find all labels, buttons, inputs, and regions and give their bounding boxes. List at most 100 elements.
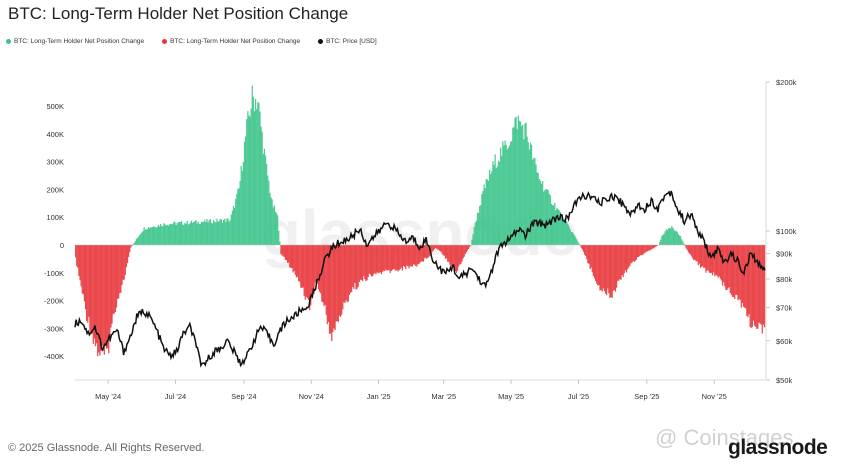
net-position-bar: [726, 245, 728, 290]
net-position-bar: [374, 245, 376, 274]
net-position-bar: [744, 245, 746, 308]
net-position-bar: [197, 221, 199, 245]
net-position-bar: [160, 224, 162, 245]
net-position-bar: [166, 224, 168, 245]
net-position-bar: [256, 109, 258, 246]
net-position-bar: [453, 245, 455, 272]
net-position-bar: [113, 245, 115, 314]
net-position-bar: [697, 245, 699, 266]
net-position-bar: [608, 245, 610, 294]
net-position-bar: [331, 245, 333, 341]
net-position-bar: [562, 221, 565, 245]
net-position-bar: [544, 190, 546, 245]
net-position-bar: [522, 124, 524, 245]
left-axis-tick-label: -100K: [44, 269, 64, 278]
net-position-bar: [84, 245, 87, 310]
net-position-bar: [130, 245, 132, 248]
x-axis-ticks: May '24 Jul '24 Sep '24 Nov '24 Jan '25 Mar '…: [95, 380, 727, 401]
net-position-bar: [158, 226, 161, 245]
legend-item-positive[interactable]: BTC: Long-Term Holder Net Position Chang…: [6, 38, 144, 45]
net-position-bar: [713, 245, 715, 273]
net-position-bar: [521, 126, 523, 245]
net-position-bar: [94, 245, 97, 347]
net-position-bar: [278, 230, 280, 245]
net-position-bar: [547, 190, 549, 245]
net-position-bar: [585, 245, 587, 257]
net-position-bar: [415, 245, 417, 266]
net-position-bar: [349, 245, 352, 293]
net-position-bar: [325, 245, 327, 315]
net-position-bar: [572, 234, 575, 245]
right-axis-tick-label: $50k: [776, 376, 793, 385]
net-position-bar: [225, 222, 227, 245]
net-position-bar: [247, 111, 249, 245]
net-position-bar: [667, 228, 670, 245]
net-position-bar: [524, 123, 526, 245]
net-position-bar: [575, 237, 577, 245]
legend-item-price[interactable]: BTC: Price [USD]: [318, 38, 377, 45]
net-position-bar: [302, 245, 304, 288]
net-position-bar: [347, 245, 349, 302]
legend-item-negative[interactable]: BTC: Long-Term Holder Net Position Chang…: [162, 38, 300, 45]
net-position-bar: [448, 245, 450, 262]
net-position-bar: [559, 212, 561, 245]
net-position-bar: [193, 221, 195, 245]
net-position-bar: [443, 245, 445, 256]
net-position-bar: [91, 245, 93, 332]
net-position-bar: [337, 245, 339, 322]
net-position-bar: [370, 245, 373, 277]
net-position-bar: [294, 245, 296, 275]
net-position-bar: [125, 245, 128, 268]
right-axis-tick-label: $200k: [776, 78, 797, 87]
net-position-bar: [411, 245, 413, 267]
net-position-bar: [233, 208, 236, 245]
net-position-bar: [421, 245, 423, 262]
net-position-bar: [284, 245, 287, 260]
net-position-bar: [730, 245, 733, 295]
net-position-bar: [401, 245, 404, 271]
net-position-bar: [665, 229, 667, 245]
net-position-bar: [210, 223, 213, 245]
net-position-bar: [720, 245, 723, 281]
net-position-bar: [493, 164, 495, 245]
net-position-bar: [388, 245, 390, 271]
net-position-bar: [143, 227, 145, 245]
net-position-bar: [83, 245, 86, 302]
net-position-bar: [706, 245, 708, 271]
net-position-bar: [654, 245, 656, 247]
net-position-bar: [203, 221, 205, 245]
net-position-bar: [127, 245, 130, 258]
net-position-bar: [535, 164, 537, 245]
net-position-bar: [144, 229, 146, 245]
net-position-bar: [157, 224, 160, 245]
net-position-bar: [119, 245, 121, 294]
net-position-bar: [249, 116, 251, 245]
net-position-bar: [661, 235, 663, 245]
chart-title: BTC: Long-Term Holder Net Position Chang…: [8, 4, 349, 23]
net-position-bar: [172, 223, 174, 245]
net-position-bar: [512, 127, 514, 245]
net-position-bar: [577, 241, 579, 245]
net-position-bar: [268, 180, 270, 245]
legend-dot-red: [162, 39, 168, 44]
net-position-bar: [747, 245, 749, 318]
net-position-bar: [82, 245, 84, 295]
net-position-bar: [601, 245, 603, 292]
net-position-bar: [732, 245, 735, 298]
net-position-bar: [621, 245, 623, 276]
net-position-bar: [274, 211, 277, 245]
net-position-bar: [118, 245, 120, 299]
net-position-bar: [264, 155, 267, 245]
net-position-bar: [663, 233, 665, 245]
net-position-bar: [336, 245, 338, 322]
net-position-bars: [75, 85, 766, 357]
net-position-bar: [109, 245, 111, 342]
net-position-bar: [560, 216, 563, 245]
net-position-bar: [643, 245, 645, 254]
net-position-bar: [316, 245, 319, 284]
net-position-bar: [129, 245, 131, 253]
net-position-bar: [259, 111, 261, 246]
net-position-bar: [758, 245, 760, 323]
net-position-bar: [498, 161, 501, 245]
right-axis-tick-label: $80k: [776, 275, 793, 284]
